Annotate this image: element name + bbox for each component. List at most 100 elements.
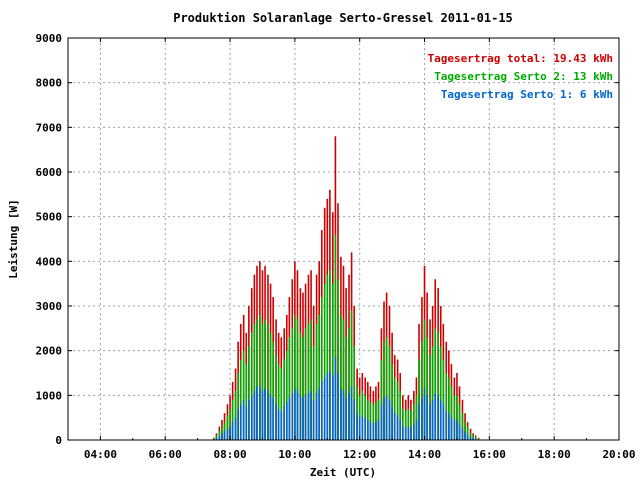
- bar-serto1: [332, 375, 334, 440]
- bar-serto1: [310, 390, 312, 440]
- bar-serto2: [242, 350, 245, 440]
- bar-serto2: [434, 328, 437, 440]
- bar-serto2: [248, 346, 250, 440]
- y-tick-label: 7000: [36, 121, 63, 134]
- bar-serto2: [326, 274, 329, 440]
- bar-serto2: [288, 337, 291, 440]
- y-tick-label: 5000: [36, 211, 63, 224]
- bar-serto1: [299, 395, 302, 440]
- bar-serto1: [364, 417, 367, 440]
- x-axis-ticks: 04:00 06:00 08:00 10:00 12:00 14:00 16:00 18:00…: [67, 38, 636, 461]
- bar-serto2: [369, 402, 372, 440]
- bar-serto1: [277, 408, 280, 440]
- bar-serto2: [280, 368, 283, 440]
- bar-serto2: [358, 395, 361, 440]
- y-axis-label: Leistung [W]: [7, 199, 20, 278]
- bar-serto1: [350, 386, 353, 440]
- bar-serto1: [291, 393, 294, 440]
- bar-serto2: [234, 390, 237, 440]
- bar-series: [213, 136, 480, 440]
- bar-serto1: [272, 397, 274, 440]
- bar-serto1: [218, 435, 221, 440]
- bar-serto2: [372, 404, 375, 440]
- bar-serto1: [402, 426, 404, 440]
- bar-serto1: [426, 395, 428, 440]
- bar-serto2: [353, 346, 355, 440]
- bar-serto2: [391, 364, 393, 440]
- bar-serto2: [393, 377, 396, 440]
- bar-serto1: [423, 388, 426, 440]
- y-tick-label: 2000: [36, 345, 63, 358]
- bar-serto1: [448, 413, 450, 440]
- bar-serto1: [248, 399, 250, 440]
- bar-serto1: [461, 428, 464, 440]
- bar-serto2: [256, 319, 258, 440]
- bar-serto1: [396, 415, 399, 440]
- bar-serto1: [340, 388, 342, 440]
- bar-serto2: [291, 328, 294, 440]
- y-tick-label: 0: [55, 434, 62, 447]
- bar-serto1: [307, 393, 310, 440]
- bar-serto1: [348, 393, 350, 440]
- bar-serto2: [410, 410, 412, 440]
- bar-serto1: [283, 406, 285, 440]
- bar-serto1: [388, 399, 391, 440]
- bar-serto1: [318, 388, 320, 440]
- bar-serto1: [269, 395, 272, 440]
- bar-serto2: [283, 359, 285, 440]
- bar-serto1: [296, 390, 299, 440]
- bar-serto2: [215, 435, 218, 440]
- bar-serto2: [237, 373, 239, 440]
- bar-serto1: [407, 426, 410, 440]
- bar-serto2: [445, 373, 448, 440]
- bar-serto1: [469, 436, 472, 440]
- bar-serto1: [413, 424, 415, 440]
- x-tick-label: 16:00: [473, 448, 506, 461]
- bar-serto1: [437, 395, 439, 440]
- bar-serto1: [275, 404, 277, 440]
- bar-serto2: [223, 422, 226, 440]
- bar-serto1: [415, 419, 418, 440]
- bar-serto1: [431, 399, 434, 440]
- bar-serto2: [213, 438, 215, 440]
- bar-serto1: [226, 428, 229, 440]
- bar-serto2: [429, 355, 431, 440]
- bar-serto1: [472, 438, 474, 440]
- bar-serto2: [342, 319, 345, 440]
- bar-serto2: [350, 310, 353, 440]
- bar-serto2: [407, 408, 410, 440]
- plot-frame: [67, 37, 620, 441]
- bar-serto1: [229, 426, 231, 440]
- bar-serto1: [267, 390, 269, 440]
- y-tick-label: 1000: [36, 389, 63, 402]
- bar-serto1: [367, 419, 369, 440]
- bar-serto2: [277, 364, 280, 440]
- x-tick-label: 08:00: [213, 448, 246, 461]
- bar-serto1: [385, 395, 388, 440]
- bar-serto1: [380, 404, 383, 440]
- bar-serto1: [337, 373, 339, 440]
- series-serto2: [213, 234, 480, 440]
- bar-serto1: [458, 424, 461, 440]
- bar-serto2: [250, 332, 253, 440]
- bar-serto2: [275, 355, 277, 440]
- bar-serto2: [337, 279, 339, 440]
- bar-serto1: [345, 397, 347, 440]
- bar-serto2: [294, 314, 296, 440]
- bar-serto2: [415, 395, 418, 440]
- bar-serto1: [280, 410, 283, 440]
- bar-serto2: [453, 395, 456, 440]
- bar-serto1: [221, 433, 223, 440]
- bar-serto2: [383, 341, 385, 440]
- bar-serto1: [375, 422, 377, 440]
- bar-serto1: [239, 404, 242, 440]
- bar-serto2: [385, 337, 388, 440]
- bar-serto1: [369, 422, 372, 440]
- bar-serto2: [231, 399, 234, 440]
- bar-serto2: [299, 332, 302, 440]
- bar-serto1: [372, 423, 375, 440]
- bar-serto2: [245, 364, 248, 440]
- bar-serto1: [334, 357, 337, 440]
- bar-serto1: [418, 404, 420, 440]
